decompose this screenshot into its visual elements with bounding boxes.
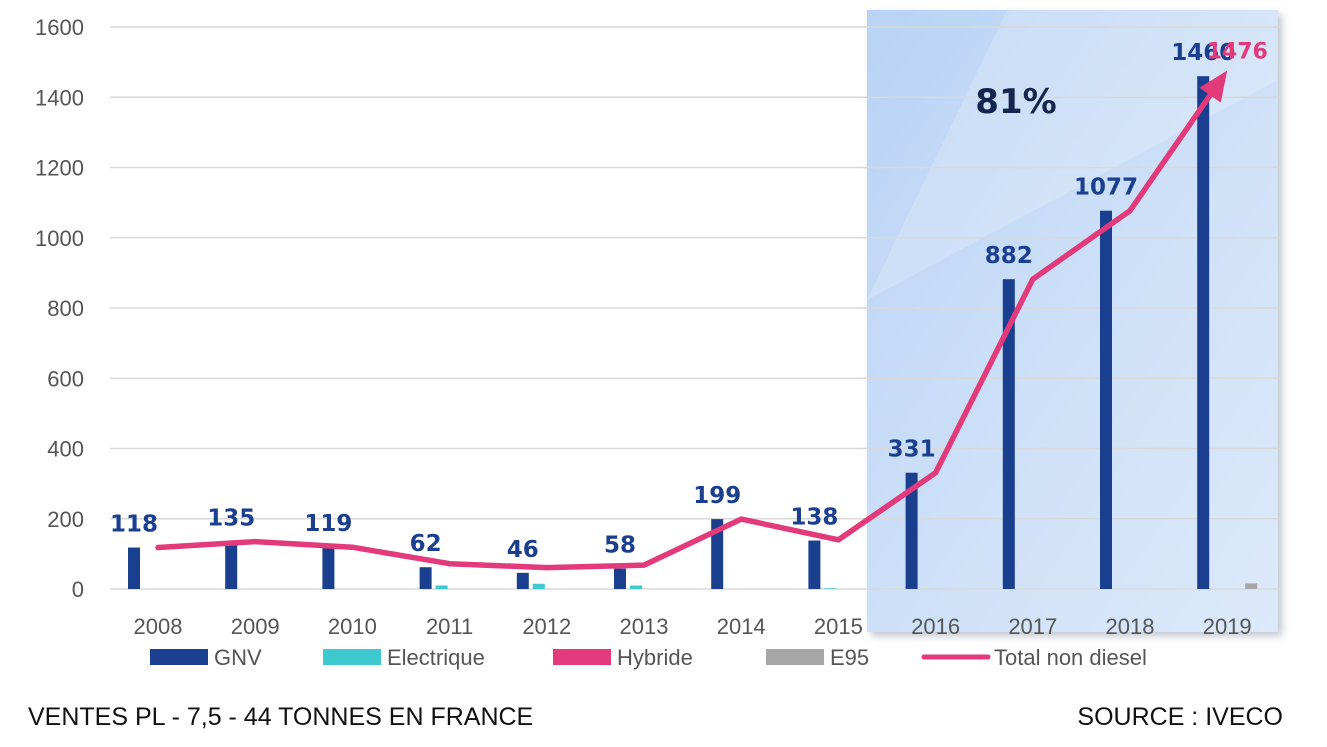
bars <box>128 76 1258 590</box>
x-tick-2008: 2008 <box>134 614 183 639</box>
bar-electrique-2012 <box>532 583 545 589</box>
x-tick-2012: 2012 <box>522 614 571 639</box>
legend-swatch-hybride <box>553 649 611 665</box>
y-tick-1400: 1400 <box>35 85 84 110</box>
y-tick-600: 600 <box>47 366 84 391</box>
x-tick-2014: 2014 <box>717 614 766 639</box>
bar-gnv-2019 <box>1197 76 1210 590</box>
bar-e95-2019 <box>1245 583 1258 589</box>
data-label-2011: 62 <box>410 531 442 557</box>
bar-gnv-2013 <box>614 568 626 589</box>
bar-electrique-2013 <box>630 585 642 589</box>
legend-label-hybride: Hybride <box>617 645 693 670</box>
data-label-2017: 882 <box>985 243 1033 269</box>
line-total-non-diesel <box>155 92 1213 571</box>
legend-swatch-e95 <box>766 649 824 665</box>
legend-label-total-non-diesel: Total non diesel <box>994 645 1147 670</box>
bar-gnv-2016 <box>905 472 918 589</box>
bar-electrique-2015 <box>824 588 837 589</box>
bar-gnv-2014 <box>711 519 724 589</box>
bar-gnv-2009 <box>225 541 238 589</box>
total-line-group <box>155 70 1228 571</box>
bar-gnv-2008 <box>128 547 140 589</box>
y-tick-800: 800 <box>47 296 84 321</box>
x-tick-2019: 2019 <box>1203 614 1252 639</box>
highlight-percentage-label: 81% <box>975 82 1056 122</box>
y-tick-1600: 1600 <box>35 15 84 40</box>
x-axis-ticks: 2008 2009 2010 2011 2012 2013 2014 2015 2016 2017… <box>134 614 1252 639</box>
data-label-2015: 138 <box>790 505 838 531</box>
x-tick-2011: 2011 <box>426 614 473 639</box>
y-tick-0: 0 <box>72 577 84 602</box>
bar-gnv-2010 <box>322 547 335 589</box>
total-data-label-2019: 1476 <box>1207 40 1268 65</box>
data-label-2008: 118 <box>110 512 158 538</box>
x-tick-2016: 2016 <box>911 614 960 639</box>
x-tick-2010: 2010 <box>328 614 377 639</box>
highlight-gloss <box>867 10 1278 300</box>
x-tick-2013: 2013 <box>620 614 669 639</box>
highlight-panel <box>867 10 1278 632</box>
x-tick-2015: 2015 <box>814 614 863 639</box>
legend-label-gnv: GNV <box>214 645 262 670</box>
legend-label-e95: E95 <box>830 645 869 670</box>
highlight-panel-group <box>867 10 1278 632</box>
y-tick-1200: 1200 <box>35 156 84 181</box>
legend: GNV Electrique Hybride E95 Total non diesel <box>150 645 1147 670</box>
data-label-2016: 331 <box>888 437 936 463</box>
bar-electrique-2011 <box>435 585 448 589</box>
y-tick-200: 200 <box>47 507 84 532</box>
x-tick-2018: 2018 <box>1106 614 1155 639</box>
gridlines <box>110 26 1280 590</box>
legend-swatch-gnv <box>150 649 208 665</box>
bar-gnv-2011 <box>419 567 432 589</box>
data-label-2013: 58 <box>604 533 636 559</box>
data-label-2019: 1460 <box>1171 40 1235 66</box>
bar-gnv-2017 <box>1002 279 1015 589</box>
y-tick-400: 400 <box>47 437 84 462</box>
data-label-2009: 135 <box>207 506 255 532</box>
bar-gnv-2018 <box>1100 210 1112 590</box>
bar-gnv-2012 <box>516 572 529 589</box>
x-tick-2009: 2009 <box>231 614 280 639</box>
data-label-2018: 1077 <box>1074 175 1138 201</box>
footer-title: VENTES PL - 7,5 - 44 TONNES EN FRANCE <box>28 703 534 731</box>
data-label-2014: 199 <box>693 483 741 509</box>
data-label-2010: 119 <box>304 511 352 537</box>
x-tick-2017: 2017 <box>1008 614 1057 639</box>
footer-source: SOURCE : IVECO <box>1077 703 1283 731</box>
y-axis-ticks: 0 200 400 600 800 1000 1200 1400 1600 <box>35 15 84 602</box>
legend-swatch-electrique <box>323 649 381 665</box>
y-tick-1000: 1000 <box>35 226 84 251</box>
bar-gnv-2015 <box>808 540 821 589</box>
line-arrowhead <box>1199 70 1228 103</box>
data-label-2012: 46 <box>507 537 539 563</box>
legend-label-electrique: Electrique <box>387 645 485 670</box>
